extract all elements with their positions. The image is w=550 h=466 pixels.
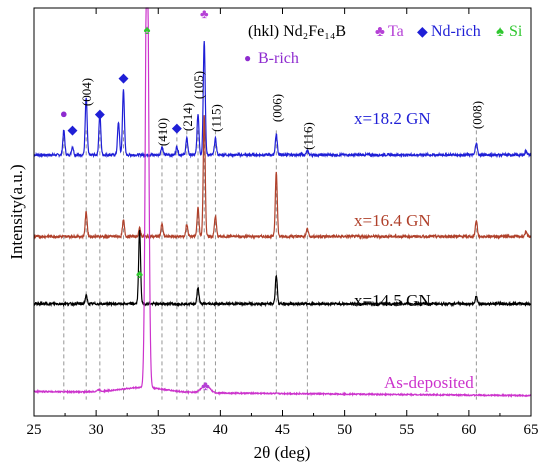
x-tick-label: 35 [151,422,166,438]
legend-ta-symbol: ♣ [375,24,385,40]
series-label: x=14.5 GN [354,291,431,310]
x-tick-label: 60 [461,422,476,438]
x-axis-label: 2θ (deg) [254,443,311,462]
phase-markers: ●◆◆◆◆♣♠♠♣ [60,6,210,393]
phase-marker: ◆ [95,106,105,121]
legend-ndrich-symbol: ◆ [417,25,428,40]
legend-si-label: Si [509,23,523,40]
legend-brich-label: B-rich [258,50,299,67]
x-tick-label: 55 [399,422,414,438]
phase-marker: ● [60,106,68,121]
x-tick-label: 25 [27,422,42,438]
legend: (hkl) Nd₂Fe₁₄B ♣ Ta ◆ Nd-rich ♠ Si ● B-r… [244,23,523,67]
legend-brich-symbol: ● [244,51,251,65]
peak-label: (214) [180,103,195,131]
peak-labels: (004) (410) (214) (105)(115) (006) (116) (008) [79,71,484,150]
x-tick-label: 65 [524,422,539,438]
phase-marker: ♠ [136,266,143,281]
legend-si-symbol: ♠ [496,24,504,40]
series-labels: x=18.2 GN x=16.4 GN x=14.5 GN As-deposited [354,109,474,392]
series-line [33,229,532,308]
phase-marker: ◆ [118,70,128,85]
dashed-guides [63,130,477,400]
phase-marker: ◆ [172,120,182,135]
peak-label: (006) [269,94,284,122]
series-label: x=18.2 GN [354,109,431,128]
legend-ta-label: Ta [388,23,404,40]
x-tick-label: 40 [213,422,228,438]
peak-label: (410) [155,118,170,146]
series-line [33,7,532,399]
series-line [33,115,532,241]
peak-label: (004) [79,78,94,106]
series-label: x=16.4 GN [354,211,431,230]
x-tick-label: 30 [89,422,104,438]
series-group [33,7,532,399]
series-label: As-deposited [384,373,474,392]
phase-marker: ♣ [201,378,210,393]
legend-ndrich-label: Nd-rich [431,23,481,40]
peak-label: (008) [469,101,484,129]
peak-label: (105) [191,71,206,99]
phase-marker: ◆ [68,122,78,137]
x-axis-ticks: 25 30 35 40 45 50 55 60 65 [27,8,539,438]
phase-marker: ♠ [144,22,151,37]
peak-label: (116) [300,122,315,150]
peak-label: (115) [208,104,223,132]
legend-hkl-label: (hkl) Nd₂Fe₁₄B [248,23,346,40]
x-tick-label: 50 [337,422,352,438]
series-line [33,41,532,159]
plot-frame [33,7,532,417]
y-axis-label: Intensity(a.u.) [7,164,26,259]
x-tick-label: 45 [275,422,290,438]
phase-marker: ♣ [200,6,209,21]
